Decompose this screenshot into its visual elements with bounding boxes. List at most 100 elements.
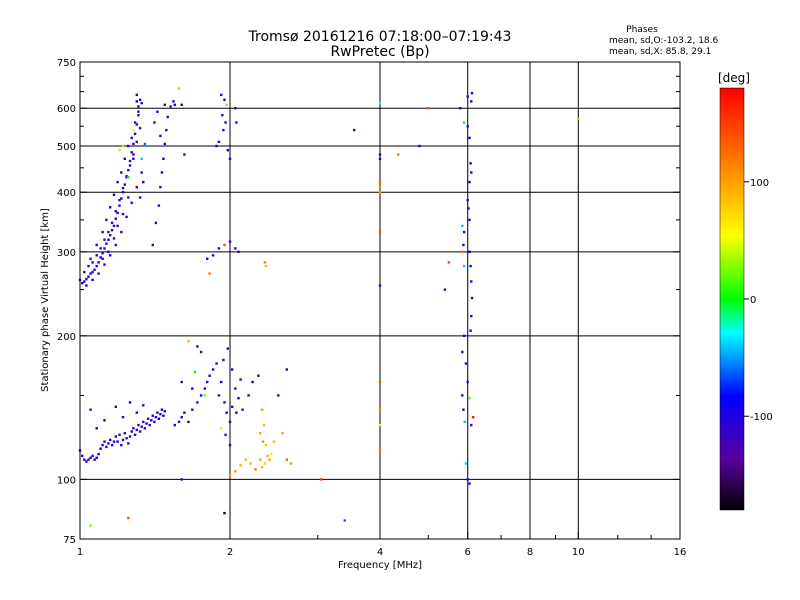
data-point xyxy=(223,401,226,404)
data-point xyxy=(99,256,102,259)
data-point xyxy=(125,437,128,440)
data-point xyxy=(378,157,382,160)
chart-subtitle: RwPretec (Bp) xyxy=(330,44,429,60)
data-point xyxy=(225,411,228,414)
data-point xyxy=(99,447,102,450)
data-point xyxy=(123,432,126,435)
data-point xyxy=(257,374,260,377)
data-point xyxy=(462,243,465,247)
data-point xyxy=(135,123,138,126)
data-point xyxy=(378,185,382,189)
data-point xyxy=(254,468,257,471)
data-point xyxy=(135,428,138,432)
data-point xyxy=(159,413,162,416)
data-point xyxy=(95,243,98,247)
data-point xyxy=(156,411,159,414)
data-point xyxy=(217,140,221,144)
data-point xyxy=(263,261,267,264)
legend-line-x: mean, sd,X: 85.8, 29.1 xyxy=(609,47,711,57)
data-point xyxy=(87,275,90,278)
data-point xyxy=(183,153,186,156)
data-point xyxy=(220,93,223,97)
x-tick-label: 6 xyxy=(465,547,471,558)
data-point xyxy=(464,462,468,465)
colorbar-ticks: 100 0 -100 xyxy=(744,178,773,423)
gridlines xyxy=(80,62,680,539)
data-point xyxy=(191,408,194,411)
data-point xyxy=(89,272,92,275)
colorbar-tick-label: -100 xyxy=(750,412,773,423)
data-point xyxy=(107,250,110,253)
data-point xyxy=(97,261,100,264)
legend-line-o: mean, sd,O:-103.2, 18.6 xyxy=(609,36,719,46)
data-point xyxy=(461,350,464,354)
data-point xyxy=(228,443,232,447)
data-point xyxy=(378,284,382,287)
data-point xyxy=(206,380,209,384)
data-point xyxy=(142,404,145,407)
data-point xyxy=(157,204,161,207)
data-point xyxy=(289,462,293,465)
data-point xyxy=(137,105,140,108)
data-point xyxy=(259,458,262,461)
data-point xyxy=(146,417,150,420)
data-point xyxy=(91,261,94,264)
data-point xyxy=(121,144,125,148)
data-point xyxy=(466,198,469,202)
data-point xyxy=(470,100,473,103)
data-point xyxy=(418,144,421,148)
data-point xyxy=(140,171,143,174)
data-point xyxy=(118,204,121,207)
data-point xyxy=(461,250,464,253)
data-point xyxy=(461,224,464,228)
data-point xyxy=(260,466,264,469)
data-point xyxy=(151,414,154,417)
data-point xyxy=(228,240,232,243)
data-point xyxy=(114,217,117,220)
data-point xyxy=(223,511,226,515)
data-point xyxy=(110,443,114,447)
data-point xyxy=(277,394,280,397)
data-point xyxy=(140,101,143,105)
data-point xyxy=(224,433,227,436)
data-point xyxy=(150,419,153,422)
data-point xyxy=(231,405,234,408)
data-point xyxy=(468,397,471,400)
data-point xyxy=(95,254,98,257)
data-point xyxy=(467,207,470,210)
data-point xyxy=(469,162,472,165)
data-point xyxy=(263,462,267,465)
data-point xyxy=(378,408,382,411)
data-point xyxy=(343,519,346,522)
data-point xyxy=(112,237,116,240)
data-point xyxy=(199,394,203,397)
data-point xyxy=(264,264,267,268)
data-point xyxy=(163,142,166,146)
data-point xyxy=(208,272,211,275)
data-point xyxy=(470,171,473,174)
data-point xyxy=(114,435,117,438)
data-point xyxy=(130,151,133,154)
data-point xyxy=(468,218,471,222)
data-point xyxy=(132,142,135,146)
data-point xyxy=(469,264,472,268)
data-point xyxy=(87,458,90,461)
data-point xyxy=(130,136,133,140)
data-point xyxy=(120,171,123,174)
data-point xyxy=(81,281,84,285)
data-point xyxy=(132,153,135,156)
data-point xyxy=(239,464,242,467)
data-point xyxy=(443,288,447,291)
legend-title: Phases xyxy=(626,25,658,35)
data-point xyxy=(235,411,238,414)
x-tick-label: 8 xyxy=(527,547,533,558)
colorbar-tick-label: 0 xyxy=(750,295,756,306)
data-point xyxy=(103,263,106,266)
data-point xyxy=(125,175,128,178)
data-point xyxy=(95,427,98,430)
x-axis-label: Frequency [MHz] xyxy=(338,560,422,571)
data-point xyxy=(116,211,119,215)
data-point xyxy=(163,103,166,106)
data-point xyxy=(153,420,156,424)
data-point xyxy=(378,423,382,427)
